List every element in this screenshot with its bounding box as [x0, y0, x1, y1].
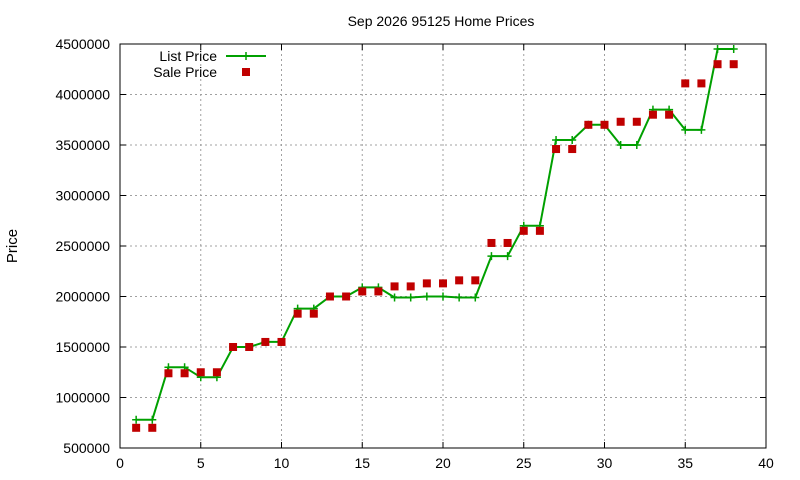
sale-price-point — [648, 110, 657, 119]
sale-price-point — [568, 145, 577, 154]
legend-sale-price-marker — [242, 68, 250, 76]
sale-price-point — [697, 79, 706, 88]
list-price-point — [422, 292, 431, 301]
sale-price-point — [245, 343, 254, 351]
x-tick-label: 40 — [758, 455, 774, 471]
list-price-line — [136, 48, 734, 421]
series-layer — [132, 45, 738, 432]
y-tick-labels: 500000 1000000 1500000 2000000 2500000 300000… — [55, 36, 110, 456]
sale-price-point — [487, 238, 496, 247]
list-price-point — [681, 125, 690, 134]
sale-price-point — [406, 282, 415, 291]
sale-price-point — [261, 337, 270, 346]
sale-price-point — [422, 279, 431, 288]
list-price-point — [132, 415, 141, 424]
sale-price-point — [503, 238, 512, 247]
sale-price-point — [519, 226, 528, 235]
sale-price-point — [390, 282, 399, 291]
y-tick-label: 4000000 — [55, 87, 110, 103]
x-tick-labels: 0 5 10 15 20 25 30 35 40 — [116, 455, 774, 471]
x-tick-label: 35 — [677, 455, 693, 471]
legend-list-price-marker — [242, 52, 250, 60]
x-tick-label: 0 — [116, 455, 124, 471]
x-tick-label: 5 — [197, 455, 205, 471]
list-price-point — [616, 141, 625, 149]
sale-price-point — [535, 226, 544, 235]
list-price-point — [148, 415, 157, 424]
y-tick-label: 1000000 — [55, 390, 110, 406]
x-tick-label: 25 — [516, 455, 532, 471]
x-tick-label: 20 — [435, 455, 451, 471]
y-tick-label: 500000 — [63, 440, 110, 456]
sale-price-point — [148, 423, 157, 432]
list-price-point — [487, 252, 496, 261]
grid — [120, 44, 766, 448]
x-tick-label: 10 — [274, 455, 290, 471]
sale-price-point — [164, 369, 173, 378]
y-axis-label: Price — [4, 229, 21, 263]
y-tick-label: 2500000 — [55, 238, 110, 254]
sale-price-point — [132, 423, 141, 432]
list-price-point — [390, 293, 399, 302]
sale-price-point — [358, 287, 367, 296]
sale-price-point — [729, 60, 738, 69]
y-tick-label: 2000000 — [55, 289, 110, 305]
sale-price-point — [616, 117, 625, 126]
sale-price-point — [325, 292, 334, 301]
y-tick-label: 4500000 — [55, 36, 110, 52]
x-tick-label: 30 — [597, 455, 613, 471]
sale-price-point — [229, 343, 238, 351]
sale-price-point — [632, 117, 641, 126]
y-tick-label: 3500000 — [55, 137, 110, 153]
sale-price-point — [455, 276, 464, 285]
list-price-point — [697, 125, 706, 134]
sale-price-point — [374, 287, 383, 296]
sale-price-point — [600, 120, 609, 129]
list-price-point — [455, 293, 464, 302]
list-price-point — [406, 293, 415, 302]
x-tick-label: 15 — [354, 455, 370, 471]
sale-price-point — [665, 110, 674, 119]
sale-price-point — [277, 337, 286, 346]
list-price-point — [729, 45, 738, 54]
sale-price-point — [552, 145, 561, 154]
legend-label: Sale Price — [153, 64, 217, 80]
y-tick-label: 3000000 — [55, 188, 110, 204]
list-price-point — [632, 141, 641, 149]
y-tick-label: 1500000 — [55, 339, 110, 355]
sale-price-point — [212, 368, 221, 377]
sale-price-point — [584, 120, 593, 129]
sale-price-point — [180, 369, 189, 378]
list-price-point — [471, 293, 480, 302]
list-price-point — [552, 135, 561, 144]
sale-price-point — [196, 368, 205, 377]
chart-title: Sep 2026 95125 Home Prices — [348, 13, 535, 29]
list-price-point — [713, 45, 722, 54]
sale-price-point — [309, 309, 318, 318]
sale-price-point — [681, 79, 690, 88]
sale-price-point — [342, 292, 351, 301]
legend-label: List Price — [159, 48, 217, 64]
sale-price-point — [293, 309, 302, 318]
sale-price-point — [713, 60, 722, 69]
sale-price-point — [471, 276, 480, 285]
sale-price-point — [439, 279, 447, 288]
tick-marks — [119, 43, 767, 449]
list-price-point — [439, 292, 447, 301]
list-price-point — [568, 135, 577, 144]
list-price-point — [503, 252, 512, 261]
